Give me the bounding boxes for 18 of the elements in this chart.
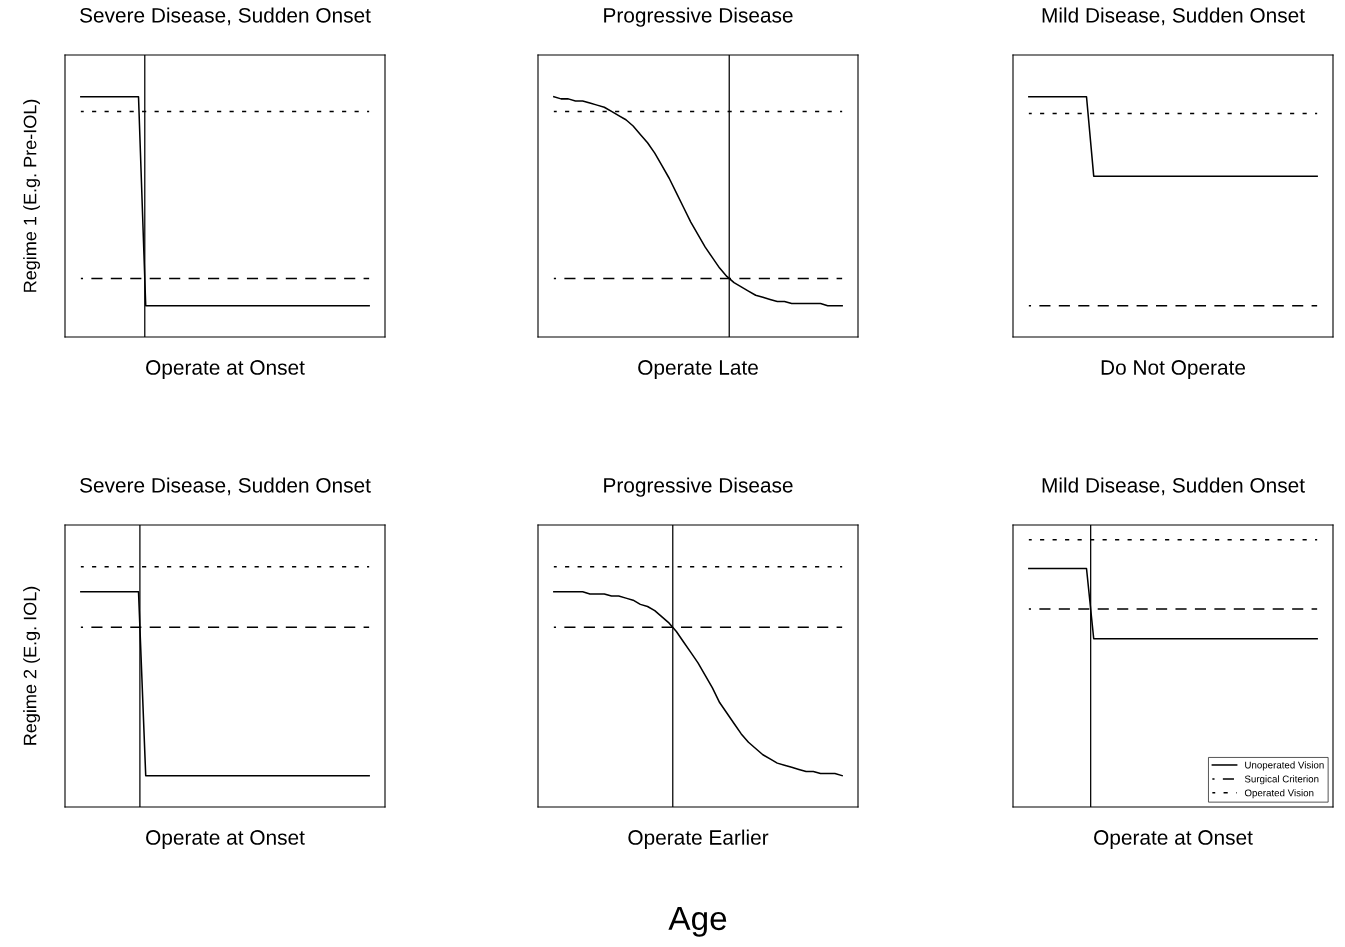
legend-label: Unoperated Vision (1245, 761, 1324, 771)
chart-title: Severe Disease, Sudden Onset (80, 7, 371, 26)
legend-label: Operated Vision (1244, 789, 1314, 799)
x-axis-title: Operate at Onset (1094, 830, 1253, 849)
y-axis-title: Regime 2 (E.g. IOL) (23, 586, 40, 745)
x-axis-title: Operate Earlier (628, 829, 769, 849)
x-axis-title: Operate at Onset (146, 360, 305, 379)
chart-title: Progressive Disease (604, 477, 793, 497)
chart-title: Mild Disease, Sudden Onset (1042, 477, 1305, 496)
x-axis-title: Operate Late (638, 360, 758, 379)
legend-label: Surgical Criterion (1244, 775, 1319, 785)
chart-title: Progressive Disease (604, 7, 793, 27)
chart-title: Mild Disease, Sudden Onset (1042, 7, 1305, 26)
x-axis-title: Operate at Onset (146, 830, 305, 849)
y-axis-title: Regime 1 (E.g. Pre-IOL) (23, 99, 40, 292)
text: Age (668, 906, 727, 937)
chart-title: Severe Disease, Sudden Onset (80, 477, 371, 496)
x-axis-title: Do Not Operate (1101, 360, 1246, 379)
